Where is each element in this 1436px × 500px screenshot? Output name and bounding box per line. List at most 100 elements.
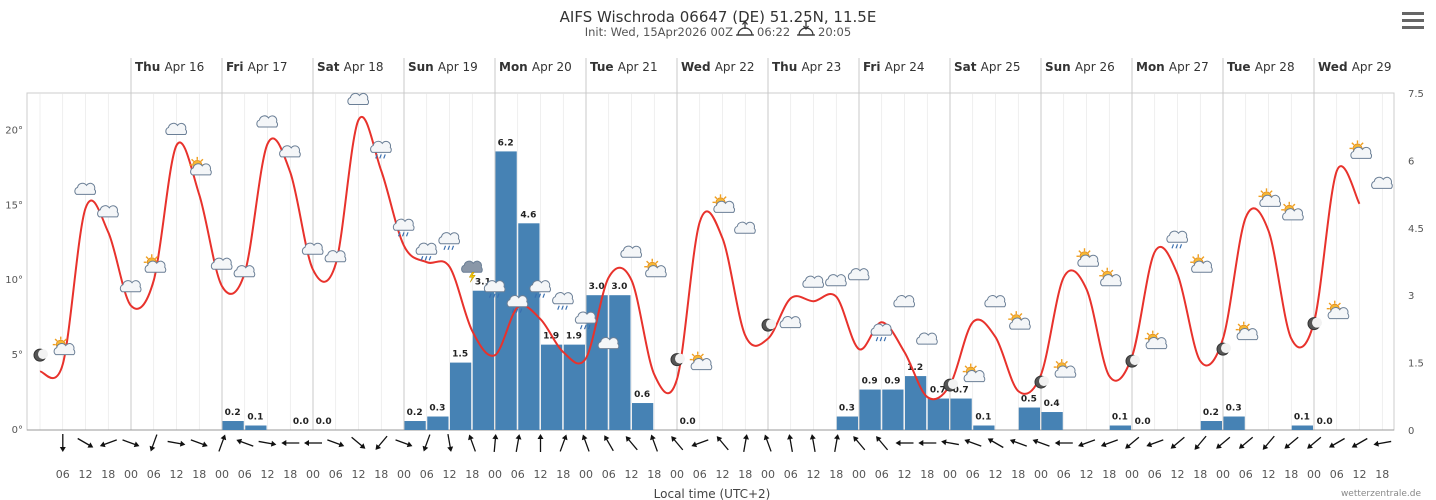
wind-arrow-icon [834,434,840,452]
wind-arrow-icon [1351,437,1368,448]
hour-label: 00 [852,468,866,481]
cloud-icon [620,245,643,258]
day-label: Wed Apr 29 [1318,60,1392,74]
precip-label: 3.1 [475,278,491,288]
hour-label: 00 [1307,468,1321,481]
wind-arrow-icon [876,436,889,451]
cloud-rain-icon [415,242,438,261]
moon-icon [1125,354,1140,368]
hour-label: 00 [579,468,593,481]
temp-axis-tick: 5° [12,350,23,361]
temp-axis-tick: 0° [12,425,23,436]
cloud-rain-icon [529,280,552,298]
wind-arrow-icon [941,439,959,446]
hour-label: 00 [943,468,957,481]
precip-label: 6.2 [498,138,514,148]
wind-arrow-icon [1100,439,1118,448]
hour-label: 12 [716,468,730,481]
wind-arrow-icon [650,434,658,452]
wind-arrow-icon [625,436,638,451]
wind-arrow-icon [236,438,254,447]
wind-arrow-icon [1078,439,1096,448]
cloud-icon [279,145,301,158]
precip-label: 0.1 [1294,413,1310,423]
grid-lines [26,58,1395,431]
precip-label: 0.9 [862,377,878,387]
precip-label: 3.0 [589,282,605,292]
sun-cloud-icon [1281,201,1304,221]
cloud-rain-icon [506,295,529,313]
wind-arrow-icon [671,436,684,451]
cloud-icon [256,115,279,128]
hour-label: 06 [1057,468,1071,481]
cloud-rain-icon [1166,230,1189,249]
wind-arrows [59,434,1392,453]
plot-area [26,92,1395,431]
wind-arrow-icon [809,434,816,452]
wind-arrow-icon [716,436,729,451]
precip-label: 0.7 [930,386,946,396]
precip-bar [1223,416,1245,430]
cloud-rain-icon [392,218,415,237]
precip-label: 0.2 [407,408,423,418]
day-label: Mon Apr 20 [499,60,572,74]
wind-arrow-icon [304,440,322,446]
sun-cloud-icon [1076,248,1100,267]
hour-label: 12 [1171,468,1185,481]
cloud-icon [847,268,870,281]
sunrise-time: 06:22 [757,25,790,39]
precip-axis-tick: 7.5 [1408,89,1424,100]
moon-icon [943,378,958,392]
cloud-icon [734,221,756,234]
cloud-rain-icon [438,232,461,250]
day-label: Fri Apr 24 [863,60,924,74]
wind-arrow-icon [515,434,522,452]
sun-cloud-icon [689,351,713,371]
day-label: Sat Apr 25 [954,60,1021,74]
precip-label: 0.0 [316,417,332,427]
cloud-rain-icon [483,280,506,298]
cloud-icon [984,295,1007,308]
precip-label: 0.0 [1317,417,1333,427]
precip-label: 0.0 [1135,417,1151,427]
hour-label: 12 [1080,468,1094,481]
day-label: Tue Apr 28 [1227,60,1295,74]
precip-label: 0.4 [1044,399,1060,409]
precip-label: 3.0 [611,282,627,292]
sunrise-icon [736,20,754,36]
hour-label: 06 [1148,468,1162,481]
axes: 0° 5° 10° 15° 20° 0 1.5 3 4.5 6 7.5 [5,89,1424,437]
precip-label: 1.5 [452,350,468,360]
day-label: Wed Apr 22 [681,60,755,74]
wind-arrow-icon [122,439,140,448]
precip-bar [518,223,540,430]
sun-cloud-icon [1326,300,1350,320]
precip-axis-tick: 4.5 [1408,224,1424,235]
day-label: Tue Apr 21 [590,60,658,74]
wind-arrow-icon [468,434,476,452]
sun-cloud-icon [52,336,76,356]
precip-label: 1.2 [907,363,923,373]
menu-icon[interactable] [1402,12,1424,32]
hour-label: 12 [79,468,93,481]
sun-cloud-icon [1099,267,1122,287]
day-label: Sat Apr 18 [317,60,384,74]
hour-label: 00 [488,468,502,481]
precip-bar [586,295,608,430]
precip-bar [950,398,972,430]
precip-label: 0.3 [1226,404,1242,414]
hour-label: 12 [170,468,184,481]
wind-arrow-icon [895,440,914,446]
precip-bar [495,151,517,430]
hour-label: 06 [56,468,70,481]
cloud-icon [233,265,256,278]
temp-axis-tick: 10° [5,275,23,286]
sun-cloud-icon [1053,359,1077,378]
hour-label: 00 [124,468,138,481]
precip-bar [882,389,904,430]
moon-icon [1034,375,1049,389]
hour-label: 18 [1102,468,1116,481]
cloud-icon [324,250,347,263]
hour-label: 12 [443,468,457,481]
day-label: Sun Apr 26 [1045,60,1115,74]
